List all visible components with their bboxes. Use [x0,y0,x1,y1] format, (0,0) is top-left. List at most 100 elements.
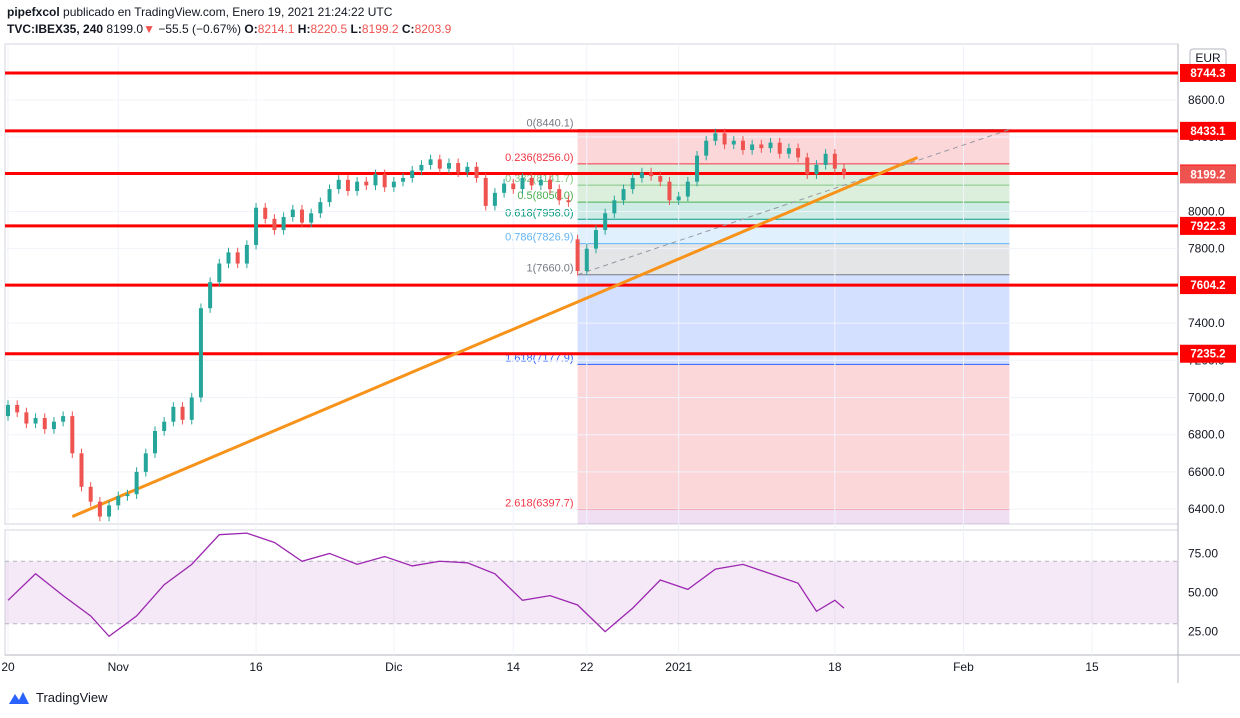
candle-body [125,494,130,497]
candle-body [162,421,167,431]
candle-body [750,144,755,151]
price-level-tag-label: 8199.2 [1190,169,1225,181]
fib-zone-extension [577,509,1010,524]
candle-body [51,421,56,430]
candle-body [456,163,461,173]
candle-body [612,200,617,214]
price-tick-label: 7400.0 [1188,316,1225,330]
rsi-panel [5,532,1178,638]
open-value: 8214.1 [257,22,295,36]
candle-body [465,166,470,173]
candle-body [327,189,332,203]
close-label: C: [401,22,415,36]
candle-body [198,308,203,398]
candle-body [345,179,350,191]
candle-body [70,416,75,454]
candle-body [584,248,589,271]
candle-body [263,207,268,219]
candle-body [777,142,782,154]
candle-body [538,179,543,186]
rsi-tick-label: 75.00 [1188,546,1218,560]
candle-body [42,417,47,430]
candle-body [244,244,249,264]
candle-body [759,144,764,149]
time-tick-label: Feb [953,660,974,674]
candle-body [15,404,20,413]
candle-body [575,239,580,271]
candle-body [428,159,433,165]
price-level-tag-label: 7604.2 [1190,280,1225,292]
candle-body [805,157,810,175]
candle-body [667,181,672,201]
candle-body [226,252,231,264]
candle-body [639,172,644,178]
symbol-label[interactable]: TVC:IBEX35, 240 [7,22,104,36]
candle-body [492,192,497,206]
author-name[interactable]: pipefxcol [7,5,60,19]
candle-body [511,183,516,190]
candle-body [373,174,378,186]
candle-body [272,218,277,231]
time-tick-label: Dic [385,660,402,674]
fibonacci-retracement: 0(8440.1)0.236(8256.0)0.382(8141.7)0.5(8… [505,118,1010,524]
candle-body [208,282,213,309]
candle-body [61,416,66,422]
candle-body [676,196,681,201]
candle-body [33,417,38,424]
price-level-tag-label: 8433.1 [1190,126,1226,138]
candle-body [290,209,295,218]
high-value: 8220.5 [310,22,348,36]
price-tick-label: 6800.0 [1188,428,1225,442]
candle-body [143,453,148,472]
price-tick-label: 6600.0 [1188,465,1225,479]
candle-body [419,164,424,171]
price-level-tag [1180,165,1236,184]
candle-body [107,505,112,517]
candle-body [79,453,84,487]
candle-body [713,133,718,141]
fib-level-label: 0.5(8050.0) [517,190,573,202]
candle-body [336,179,341,190]
candle-body [217,263,222,283]
candle-body [520,177,525,190]
currency-label: EUR [1195,51,1221,65]
low-value: 8199.2 [361,22,399,36]
candle-body [685,181,690,197]
fib-level-label: 2.618(6397.7) [505,498,574,510]
ohlc-legend: TVC:IBEX35, 240 8199.0▼ −55.5 (−0.67%) O… [7,22,451,36]
tradingview-brand[interactable]: TradingView [8,690,108,705]
price-change: −55.5 (−0.67%) [158,22,242,36]
rsi-tick-label: 50.00 [1188,586,1218,600]
tradingview-logo-icon [9,691,29,704]
candle-body [189,397,194,420]
uptrend-line [71,156,919,518]
brand-label: TradingView [36,690,108,705]
candle-body [529,177,534,186]
fib-zone [577,274,1010,365]
candle-body [621,189,626,201]
candle-body [97,501,102,517]
candle-body [410,170,415,178]
candle-body [842,168,847,175]
candle-body [483,177,488,206]
fib-zone [577,364,1010,510]
candle-body [658,176,663,182]
high-label: H: [297,22,311,36]
candle-body [391,181,396,188]
candle-body [474,166,479,178]
candle-body [731,140,736,145]
price-tick-label: 8000.0 [1188,204,1225,218]
candle-body [768,142,773,149]
time-tick-label: 2021 [665,660,692,674]
candle-body [309,213,314,223]
candle-body [796,148,801,158]
candle-body [281,217,286,231]
candle-body [832,153,837,169]
time-tick-label: 15 [1085,660,1099,674]
candle-body [299,209,304,223]
candle-body [502,183,507,193]
price-level-tag [1180,121,1236,140]
time-tick-label: 18 [828,660,842,674]
candle-body [134,471,139,495]
